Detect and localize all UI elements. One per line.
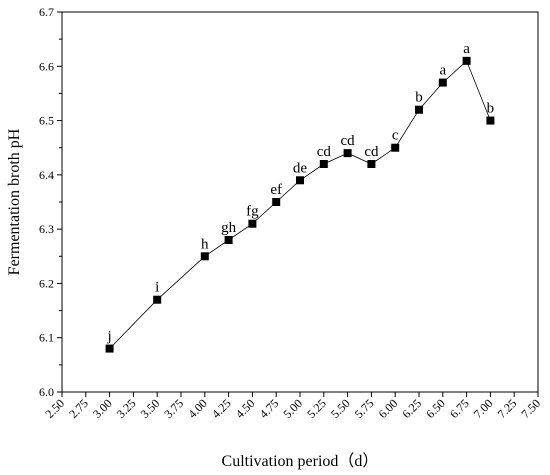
- data-point: [153, 295, 162, 304]
- y-tick-label: 6.4: [39, 168, 54, 182]
- x-tick-label: 5.00: [280, 396, 305, 421]
- x-tick-label: 4.75: [257, 396, 282, 421]
- data-point: [462, 56, 471, 65]
- data-point: [224, 236, 233, 244]
- data-point: [248, 219, 257, 228]
- y-tick-label: 6.2: [39, 276, 54, 290]
- data-point: [486, 116, 495, 125]
- data-label: de: [293, 160, 308, 176]
- data-label: a: [463, 41, 470, 57]
- x-tick-label: 7.50: [518, 396, 543, 421]
- data-point: [272, 198, 281, 206]
- data-label: h: [201, 236, 209, 252]
- y-axis-label: Fermentation broth pH: [6, 128, 23, 275]
- x-tick-label: 3.25: [114, 396, 139, 421]
- x-tick-label: 3.50: [138, 396, 163, 421]
- y-tick-label: 6.6: [39, 59, 54, 73]
- data-point: [343, 149, 352, 158]
- x-tick-label: 7.25: [495, 396, 520, 421]
- data-point: [391, 143, 400, 152]
- x-tick-label: 6.50: [423, 396, 448, 421]
- x-tick-label: 2.50: [42, 396, 67, 421]
- x-tick-label: 7.00: [471, 396, 496, 421]
- x-tick-label: 4.50: [233, 396, 258, 421]
- data-label: b: [415, 90, 423, 106]
- y-tick-label: 6.7: [39, 5, 54, 19]
- data-point: [415, 105, 423, 114]
- data-label: j: [107, 329, 112, 345]
- data-label: cd: [364, 144, 379, 160]
- data-label: i: [155, 280, 159, 296]
- x-tick-label: 5.75: [352, 396, 377, 421]
- x-tick-label: 3.00: [90, 396, 115, 421]
- data-point: [296, 176, 304, 185]
- x-tick-label: 2.75: [66, 396, 91, 421]
- data-point: [319, 160, 328, 168]
- x-tick-label: 5.50: [328, 396, 353, 421]
- series-line: [109, 60, 491, 349]
- data-point: [105, 344, 114, 353]
- data-label: a: [439, 63, 446, 79]
- axes: 6.0 6.1 6.2 6.3 6.4 6.5 6.6 6.7 2.50 2.75 3.00 3.25…: [39, 5, 543, 421]
- y-tick-label: 6.1: [39, 331, 54, 345]
- data-label: cd: [341, 133, 356, 149]
- x-axis-label: Cultivation period（d）: [222, 452, 379, 470]
- x-tick-label: 5.25: [304, 396, 329, 421]
- data-label: gh: [221, 220, 237, 236]
- x-tick-label: 4.25: [209, 396, 234, 421]
- data-label: b: [487, 101, 495, 117]
- data-label: ef: [270, 182, 282, 198]
- plot-frame: [61, 11, 539, 393]
- y-tick-label: 6.3: [39, 222, 54, 236]
- data-label: cd: [317, 144, 332, 160]
- y-tick-label: 6.5: [39, 114, 54, 128]
- x-tick-label: 6.25: [399, 396, 424, 421]
- y-tick-label: 6.0: [39, 385, 54, 399]
- data-label: c: [392, 128, 399, 144]
- x-tick-label: 4.00: [185, 396, 210, 421]
- x-tick-label: 3.75: [161, 396, 186, 421]
- x-tick-label: 6.75: [447, 396, 472, 421]
- data-point: [200, 252, 209, 261]
- data-point: [367, 160, 376, 168]
- data-point: [438, 78, 447, 87]
- data-label: fg: [246, 204, 259, 220]
- x-tick-label: 6.00: [376, 396, 401, 421]
